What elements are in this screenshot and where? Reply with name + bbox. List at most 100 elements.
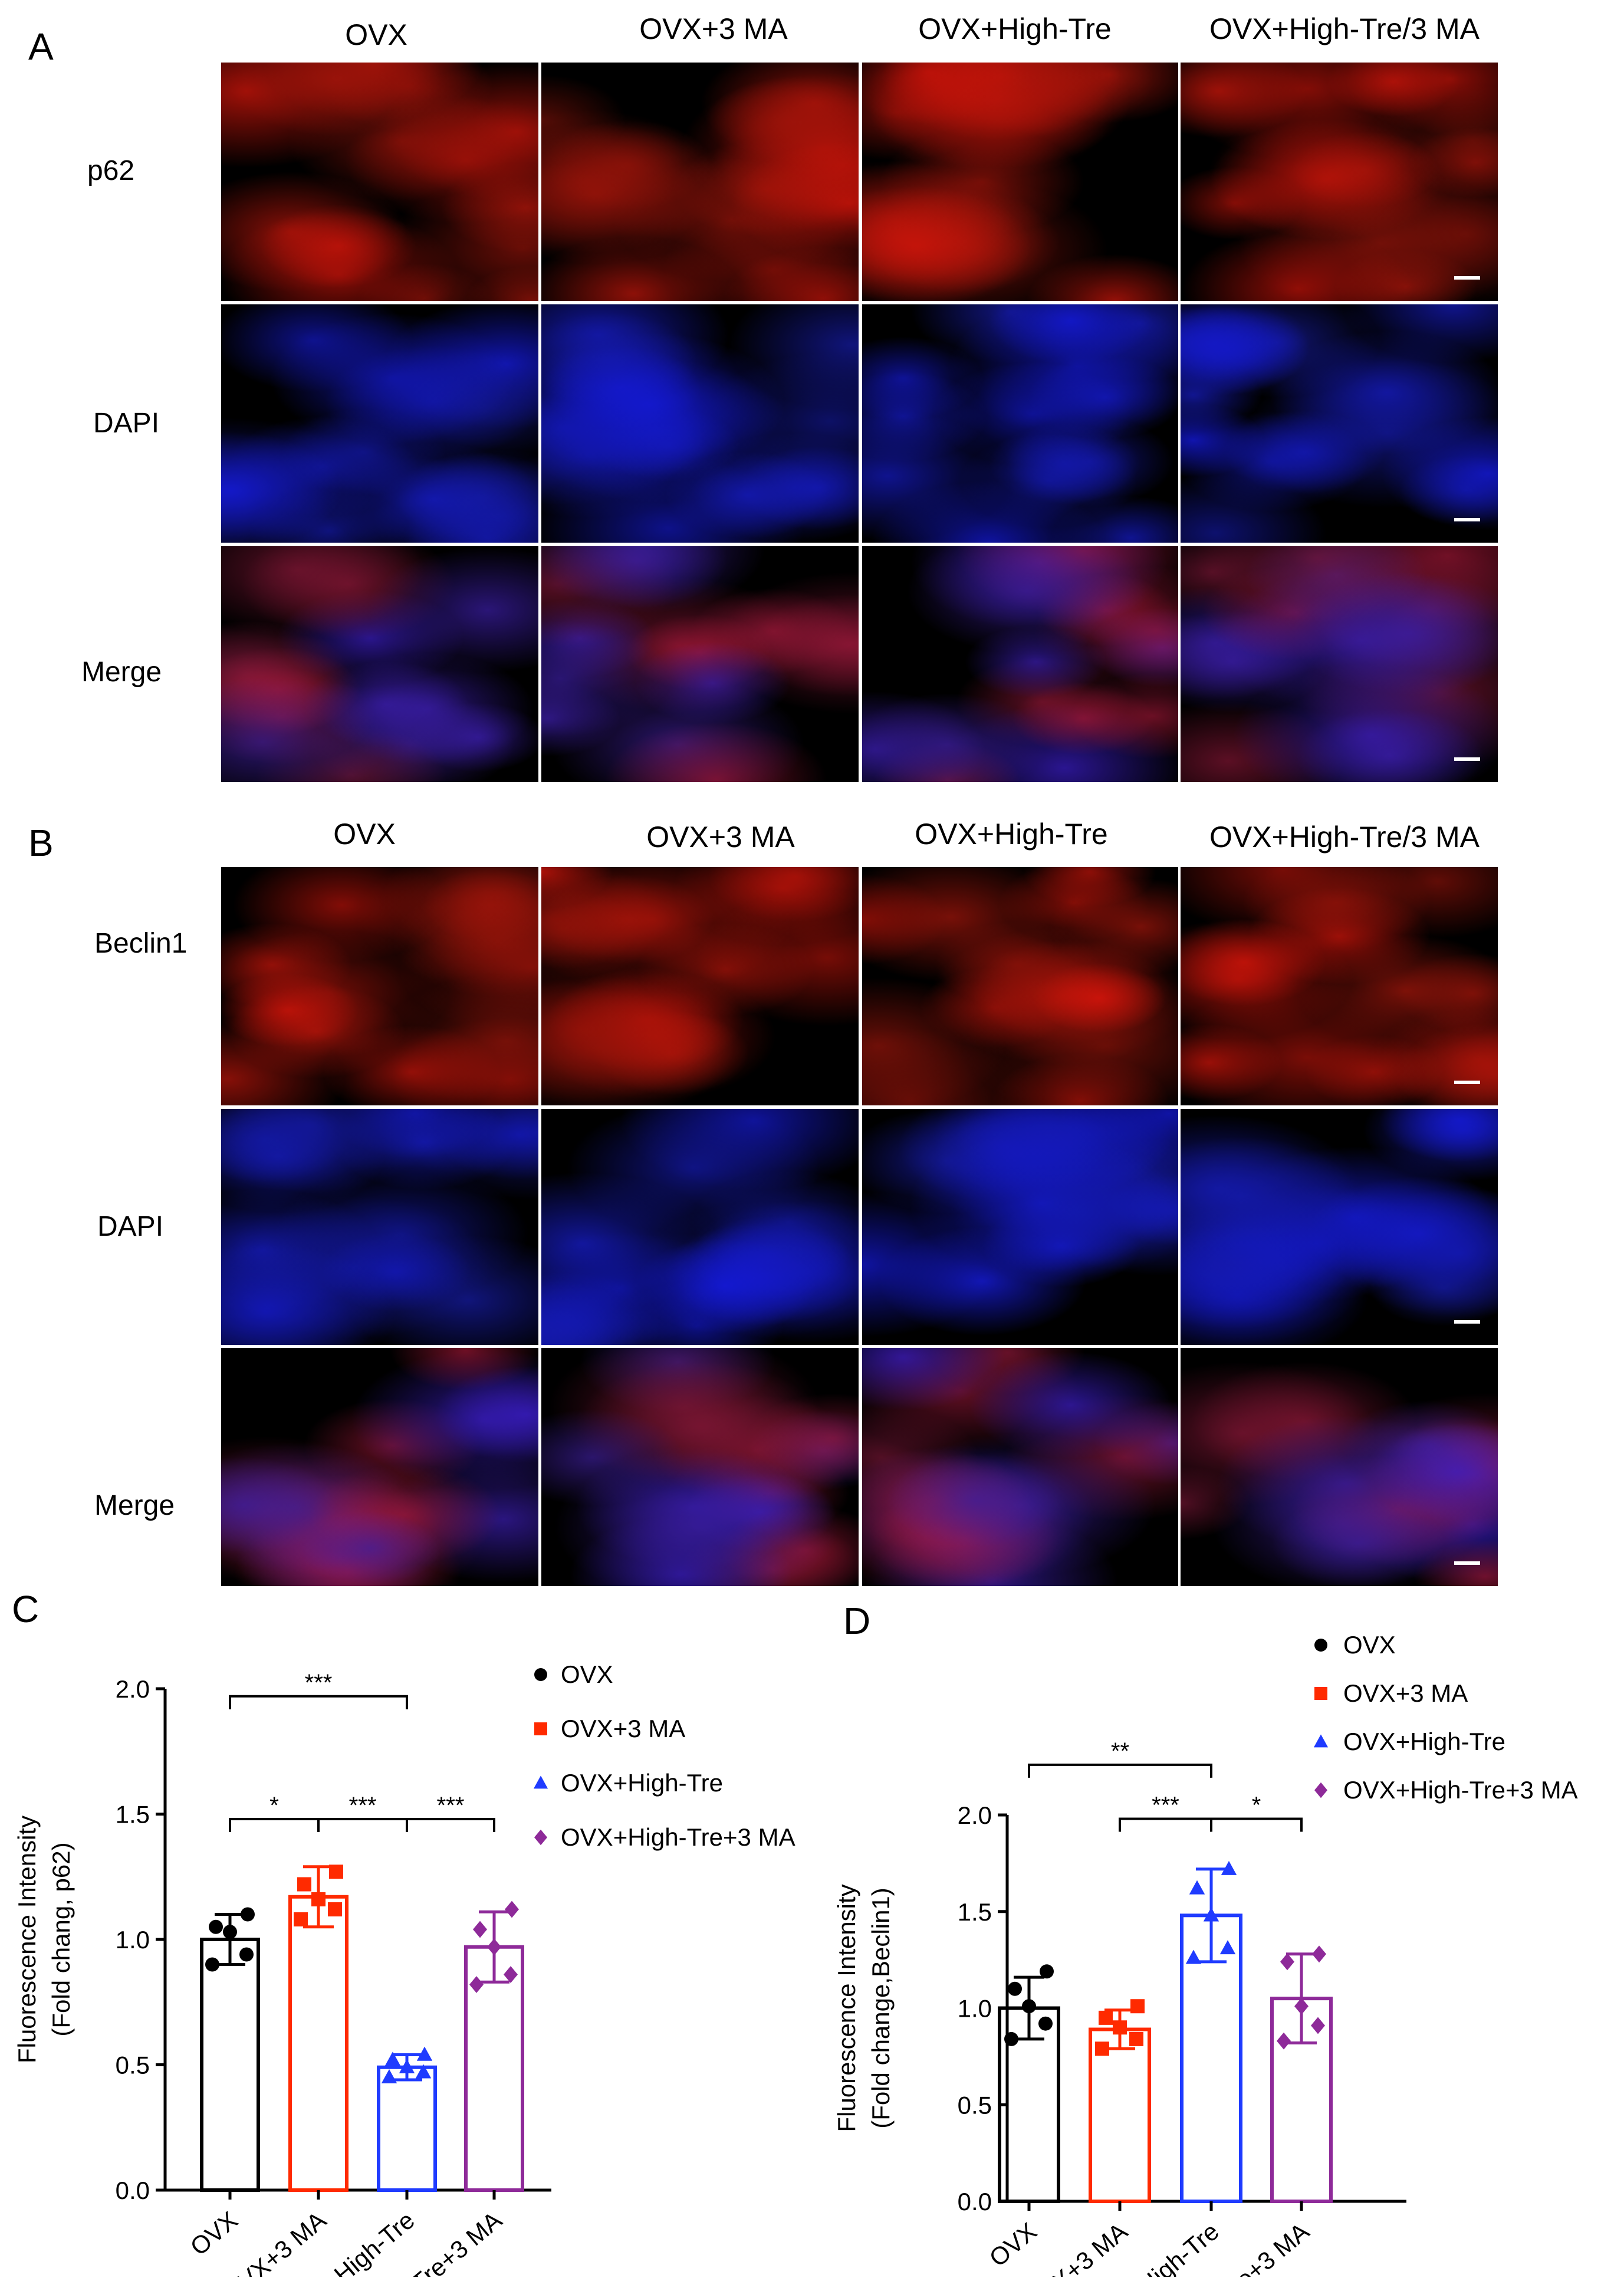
panel-b-col-title: OVX+High-Tre/3 MA: [1209, 820, 1480, 854]
panel-b-col-title: OVX+3 MA: [646, 820, 795, 854]
micrograph-merge: [1181, 1348, 1498, 1586]
y-tick-label: 1.0: [116, 1926, 150, 1954]
micrograph-red: [541, 867, 859, 1105]
panel-b-row-label: Beclin1: [94, 928, 188, 959]
micrograph-red: [1181, 63, 1498, 301]
legend-label: OVX: [1343, 1631, 1396, 1659]
micrograph-red: [541, 63, 859, 301]
chart-d: D 0.0 0.5 1.0 1.5 2.0 Fluorescence Intensity (…: [833, 1600, 1578, 2277]
data-point: [1008, 1981, 1022, 1996]
data-point: [1129, 2031, 1143, 2046]
y-tick-label: 0.0: [116, 2177, 150, 2204]
data-point: [1185, 1949, 1202, 1964]
legend-label: OVX+High-Tre: [561, 1769, 723, 1797]
micrograph-merge: [221, 546, 538, 782]
scale-bar: [1454, 518, 1480, 521]
data-point: [311, 1892, 326, 1906]
y-axis-label: Fluorescence Intensity: [13, 1816, 41, 2063]
micrograph-blue: [1181, 1109, 1498, 1345]
legend-marker: [534, 1722, 547, 1735]
significance-label: ***: [437, 1793, 465, 1819]
significance-label: *: [269, 1793, 279, 1819]
chart-c: C 0.0 0.5 1.0 1.5 2.0 Fluorescence Intensity(…: [12, 1588, 795, 2277]
micrograph-red: [1181, 867, 1498, 1105]
y-tick-label: 2.0: [116, 1675, 150, 1703]
x-tick-label: OVX: [185, 2206, 243, 2261]
micrograph-blue: [1181, 304, 1498, 543]
y-axis-label: (Fold chang, p62): [47, 1842, 75, 2036]
y-tick-label: 0.5: [958, 2091, 992, 2119]
data-point: [1221, 1860, 1237, 1875]
significance-label: *: [1252, 1793, 1261, 1819]
data-point: [1203, 1907, 1219, 1922]
panel-a-col-title: OVX+High-Tre/3 MA: [1209, 12, 1480, 45]
panel-b-row-label: DAPI: [97, 1211, 164, 1242]
data-point: [239, 1947, 254, 1962]
legend-marker: [533, 1775, 548, 1789]
panel-c-letter: C: [12, 1588, 39, 1630]
significance-label: **: [1111, 1738, 1129, 1764]
legend-label: OVX+High-Tre: [1343, 1728, 1505, 1755]
data-point: [241, 1907, 255, 1922]
data-point: [505, 1900, 519, 1918]
micrograph-merge: [862, 1348, 1178, 1586]
scale-bar: [1454, 1081, 1480, 1084]
data-point: [1022, 1999, 1036, 2014]
micrograph-merge: [862, 546, 1178, 782]
panel-a-letter: A: [28, 25, 54, 68]
significance-bracket: [406, 1818, 495, 1832]
panel-a-row-label: p62: [87, 155, 135, 186]
x-tick-label: OVX+3 MA: [218, 2206, 331, 2277]
bar: [288, 1895, 349, 2192]
data-point: [473, 1921, 487, 1938]
data-point: [1294, 1997, 1309, 2015]
bar: [377, 2065, 437, 2192]
panel-a-row-label: Merge: [81, 657, 162, 688]
legend-marker: [1313, 1734, 1329, 1748]
micrograph-merge: [221, 1348, 538, 1586]
scale-bar: [1454, 1561, 1480, 1565]
micrograph-blue: [221, 1109, 538, 1345]
x-tick-label: OVX: [984, 2217, 1042, 2272]
micrograph-blue: [862, 304, 1178, 543]
legend-marker: [1314, 1687, 1327, 1700]
data-point: [415, 2064, 432, 2079]
data-point: [399, 2059, 415, 2073]
data-point: [1004, 2031, 1018, 2046]
legend-marker: [534, 1829, 547, 1846]
data-point: [294, 1912, 308, 1926]
data-point: [1099, 2010, 1113, 2025]
significance-label: ***: [1152, 1793, 1179, 1819]
data-point: [1130, 1999, 1145, 2014]
data-point: [1312, 1945, 1326, 1963]
panel-b-letter: B: [28, 822, 54, 864]
significance-bracket: [1028, 1763, 1212, 1778]
legend-label: OVX+High-Tre+3 MA: [1343, 1776, 1578, 1804]
legend-marker: [534, 1668, 547, 1681]
data-point: [1280, 1953, 1294, 1971]
y-tick-label: 0.0: [958, 2188, 992, 2215]
panel-a-col-title: OVX+3 MA: [639, 12, 788, 45]
micrograph-red: [862, 63, 1178, 301]
legend-label: OVX: [561, 1660, 613, 1688]
data-point: [487, 1938, 501, 1956]
y-tick-label: 1.5: [116, 1801, 150, 1829]
micrograph-merge: [1181, 546, 1498, 782]
data-point: [1040, 1964, 1054, 1979]
micrograph-blue: [541, 1109, 859, 1345]
y-tick-label: 1.5: [958, 1898, 992, 1926]
significance-bracket: [229, 1695, 408, 1709]
data-point: [416, 2046, 433, 2061]
panel-a-col-title: OVX: [345, 18, 407, 51]
legend-marker: [1314, 1782, 1327, 1798]
panel-a-row-label: DAPI: [93, 408, 160, 439]
data-point: [1095, 2041, 1109, 2056]
data-point: [469, 1976, 484, 1993]
significance-bracket: [1119, 1817, 1212, 1832]
data-point: [205, 1957, 219, 1972]
micrograph-blue: [862, 1109, 1178, 1345]
micrograph-merge: [541, 1348, 859, 1586]
y-axis-label: (Fold change,Beclin1): [867, 1888, 895, 2129]
data-point: [328, 1902, 342, 1916]
x-tick-label: OVX+3 MA: [1020, 2217, 1133, 2277]
